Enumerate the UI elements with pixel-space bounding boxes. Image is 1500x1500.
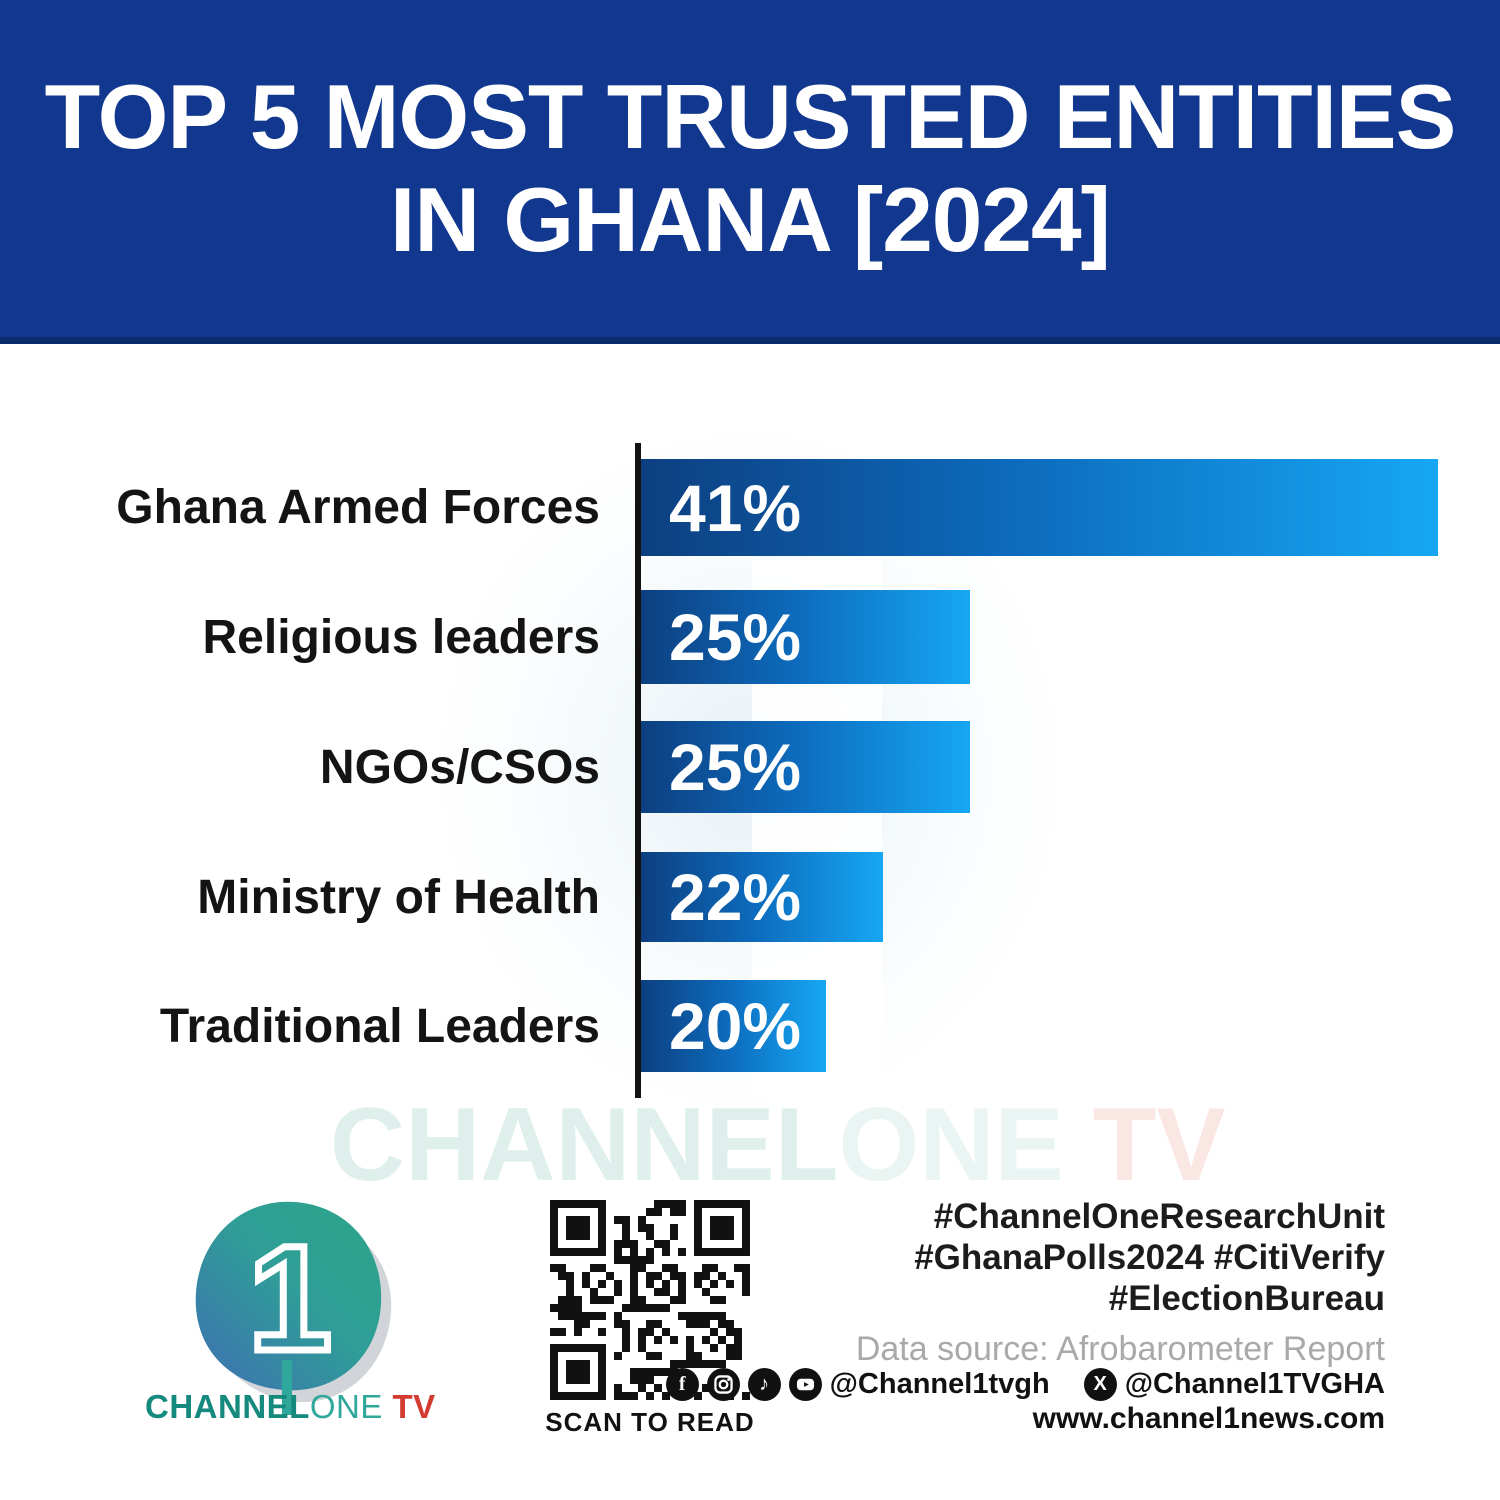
data-source-text: Data source: Afrobarometer Report (855, 1330, 1385, 1368)
x-icon[interactable]: X (1083, 1368, 1117, 1401)
bar-value-label: 25% (669, 600, 802, 674)
hashtags-block: #ChannelOneResearchUnit #GhanaPolls2024 … (914, 1196, 1385, 1319)
bar-value-label: 41% (669, 470, 802, 545)
social-row: f ♪ @Channel1tvgh X @Channel1TVGHA (665, 1368, 1385, 1401)
hashtag-line-2: #GhanaPolls2024 #CitiVerify (914, 1238, 1385, 1277)
chart-y-axis-line (635, 443, 641, 1098)
qr-scan-label: SCAN TO READ (545, 1407, 755, 1437)
channel-one-logo-icon: 1 (195, 1201, 392, 1415)
website-url[interactable]: www.channel1news.com (1032, 1402, 1385, 1435)
category-label-religious-leaders: Religious leaders (202, 610, 600, 664)
bar-religious-leaders: 25% (641, 590, 970, 684)
category-label-ghana-armed-forces: Ghana Armed Forces (116, 481, 600, 534)
wordmark-channel: CHANNEL (145, 1388, 310, 1425)
category-label-traditional-leaders: Traditional Leaders (159, 999, 600, 1053)
watermark-one: ONE (838, 1087, 1064, 1203)
bar-value-label: 25% (669, 730, 802, 804)
hashtag-line-1: #ChannelOneResearchUnit (933, 1197, 1385, 1236)
channel-one-logo: 1 (150, 1190, 430, 1430)
watermark-tv: TV (1063, 1087, 1226, 1203)
bar-ngos-csos: 25% (641, 721, 970, 813)
bar-ghana-armed-forces: 41% (641, 459, 1438, 556)
wordmark-tv: TV (382, 1388, 436, 1425)
bar-value-label: 22% (669, 860, 802, 934)
bar-ministry-of-health: 22% (641, 852, 883, 942)
social-handle-main[interactable]: @Channel1tvgh (829, 1368, 1050, 1400)
category-label-ministry-of-health: Ministry of Health (197, 870, 600, 924)
tiktok-icon[interactable]: ♪ (747, 1368, 781, 1401)
instagram-icon[interactable] (706, 1368, 740, 1401)
watermark-channel: CHANNEL (330, 1087, 839, 1203)
page-title-line1: TOP 5 MOST TRUSTED ENTITIES (44, 66, 1457, 168)
youtube-icon[interactable] (788, 1368, 822, 1401)
header-banner: TOP 5 MOST TRUSTED ENTITIES IN GHANA [20… (0, 0, 1500, 344)
social-handle-x[interactable]: @Channel1TVGHA (1124, 1368, 1385, 1400)
wordmark-one: ONE (309, 1388, 383, 1425)
channel-one-wordmark: CHANNELONE TV (145, 1388, 436, 1426)
bar-value-label: 20% (669, 989, 802, 1063)
facebook-icon[interactable]: f (665, 1368, 699, 1401)
watermark-wordmark: CHANNELONE TV (330, 1086, 1230, 1205)
svg-text:1: 1 (248, 1214, 331, 1382)
bar-traditional-leaders: 20% (641, 980, 826, 1072)
category-label-ngos-csos: NGOs/CSOs (319, 740, 600, 794)
hashtag-line-3: #ElectionBureau (1108, 1279, 1385, 1318)
page-title-line2: IN GHANA [2024] (390, 169, 1111, 271)
